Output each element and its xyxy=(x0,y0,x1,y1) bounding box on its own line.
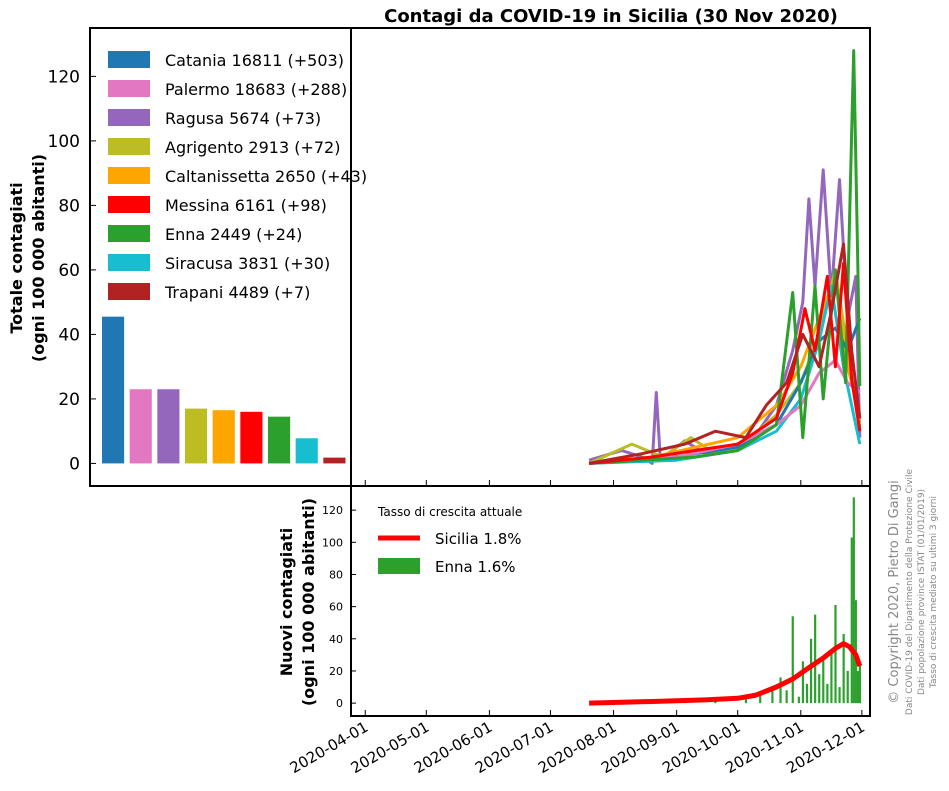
totale-legend: Catania 16811 (+503) Palermo 18683 (+288)… xyxy=(108,51,367,302)
nuovi-bar xyxy=(834,605,837,704)
ytick-label: 80 xyxy=(58,196,80,216)
series-line-trapani xyxy=(588,242,862,465)
copyright-block: © Copyright 2020, Pietro Di Gangi Dati C… xyxy=(887,468,939,715)
legend-label: Messina 6161 (+98) xyxy=(165,196,327,215)
nuovi-bar xyxy=(842,633,845,704)
series-line-enna xyxy=(589,49,862,465)
nuovi-bar xyxy=(838,687,841,704)
nuovi-bar xyxy=(809,638,813,704)
nuovi-bar xyxy=(771,687,774,704)
totale-bar-panel: 0 20 40 60 80 100 120 Catania 16811 (+503) Paler… xyxy=(48,51,367,474)
legend-label: Agrigento 2913 (+72) xyxy=(165,138,340,157)
bar-enna xyxy=(268,416,291,464)
nuovi-line-sicilia xyxy=(589,641,863,706)
nuovi-bar xyxy=(830,650,833,704)
legend-swatch xyxy=(108,196,150,213)
nuovi-legend-title: Tasso di crescita attuale xyxy=(377,505,522,519)
nuovi-bar xyxy=(801,661,805,704)
nuovi-bar xyxy=(826,683,829,704)
nuovi-bar xyxy=(846,670,849,704)
totale-ylabel-line1: Totale contagiati xyxy=(7,182,26,333)
totale-ylabel: Totale contagiati (ogni 100 000 abitanti… xyxy=(7,154,48,362)
legend-swatch xyxy=(108,283,150,300)
bar-trapani xyxy=(323,457,346,464)
nuovi-bar xyxy=(852,497,855,704)
legend-label: Palermo 18683 (+288) xyxy=(165,80,347,99)
bar-caltanissetta xyxy=(212,410,235,464)
bar-palermo xyxy=(129,389,152,464)
copyright-line2: Dati COVID-19 del Dipartimento della Pro… xyxy=(905,468,915,715)
ytick-label: 40 xyxy=(58,325,80,345)
nuovi-ylabel-line2: (ogni 100 000 abitanti) xyxy=(299,498,318,706)
nuovi-bar xyxy=(744,696,748,704)
ytick-label: 100 xyxy=(48,132,80,152)
nuovi-ytick-label: 20 xyxy=(329,665,343,678)
nuovi-bar xyxy=(850,537,853,704)
nuovi-bar xyxy=(759,693,762,704)
bar-agrigento xyxy=(185,408,208,464)
legend-swatch xyxy=(108,51,150,68)
nuovi-ytick-label: 100 xyxy=(322,536,343,549)
copyright-line3: Dati popolazione province ISTAT (01/01/2… xyxy=(917,489,927,695)
series-lines xyxy=(588,49,862,465)
legend-label-enna: Enna 1.6% xyxy=(435,558,516,576)
legend-swatch-enna xyxy=(378,558,420,574)
axes-frames xyxy=(89,27,871,717)
nuovi-ylabel: Nuovi contagiati (ogni 100 000 abitanti) xyxy=(277,498,318,706)
nuovi-ytick-label: 80 xyxy=(329,568,343,581)
nuovi-ytick-label: 40 xyxy=(329,633,343,646)
legend-label: Caltanissetta 2650 (+43) xyxy=(165,167,367,186)
nuovi-bar xyxy=(814,614,817,704)
bar-catania xyxy=(102,316,125,464)
daily-line-panel xyxy=(364,49,863,486)
ytick-label: 60 xyxy=(58,261,80,281)
legend-label: Ragusa 5674 (+73) xyxy=(165,109,321,128)
nuovi-ytick-label: 120 xyxy=(322,504,343,517)
bottom-frame xyxy=(350,485,871,717)
ytick-label: 0 xyxy=(69,454,80,474)
nuovi-bar xyxy=(797,696,800,704)
nuovi-ytick-label: 0 xyxy=(336,697,343,710)
copyright-line1: © Copyright 2020, Pietro Di Gangi xyxy=(887,480,902,703)
legend-swatch xyxy=(108,109,150,126)
nuovi-ylabel-line1: Nuovi contagiati xyxy=(277,528,296,676)
legend-swatch xyxy=(108,138,150,155)
legend-label: Enna 2449 (+24) xyxy=(165,225,302,244)
bar-siracusa xyxy=(295,438,318,464)
nuovi-bar xyxy=(779,677,782,704)
nuovi-ytick-label: 60 xyxy=(329,601,343,614)
ytick-label: 20 xyxy=(58,390,80,410)
ytick-label: 120 xyxy=(48,67,80,87)
nuovi-bar xyxy=(822,658,825,704)
totale-ylabel-line2: (ogni 100 000 abitanti) xyxy=(29,154,48,362)
legend-swatch xyxy=(108,254,150,271)
legend-label: Trapani 4489 (+7) xyxy=(164,283,310,302)
copyright-line4: Tasso di crescita mediato su ultimi 3 gi… xyxy=(929,496,939,689)
nuovi-bar xyxy=(805,683,809,704)
nuovi-bar xyxy=(785,690,788,704)
nuovi-bar xyxy=(818,674,821,704)
legend-label: Catania 16811 (+503) xyxy=(165,51,344,70)
nuovi-bar xyxy=(858,664,862,704)
legend-swatch xyxy=(108,167,150,184)
bar-ragusa xyxy=(157,389,180,464)
legend-swatch xyxy=(108,80,150,97)
nuovi-legend: Tasso di crescita attuale Sicilia 1.8% Enn… xyxy=(377,505,522,576)
legend-label: Siracusa 3831 (+30) xyxy=(165,254,330,273)
nuovi-bar xyxy=(856,670,859,704)
legend-swatch xyxy=(108,225,150,242)
chart-title: Contagi da COVID-19 in Sicilia (30 Nov 2… xyxy=(384,6,838,27)
bar-messina xyxy=(240,411,263,464)
legend-label-sicilia: Sicilia 1.8% xyxy=(435,530,522,548)
nuovi-bar xyxy=(791,616,794,704)
